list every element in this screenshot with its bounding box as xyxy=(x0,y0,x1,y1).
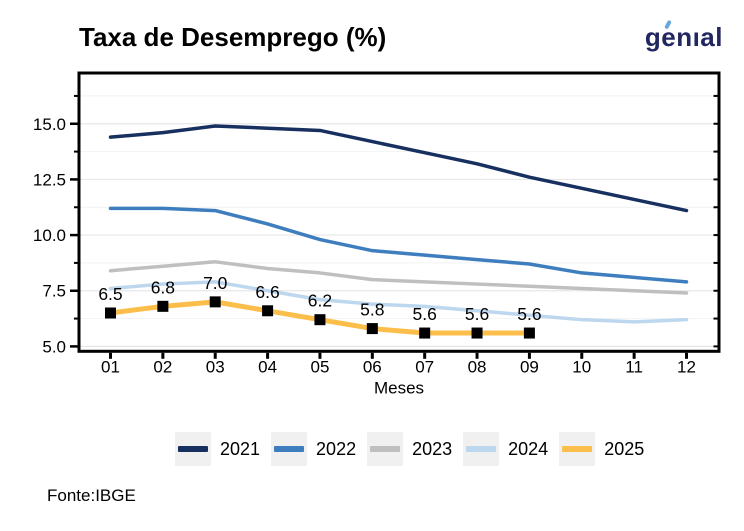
x-axis-label: 04 xyxy=(258,357,277,376)
legend-label: 2024 xyxy=(508,439,549,459)
series-line-2022 xyxy=(108,206,689,284)
x-axis-label: 08 xyxy=(468,357,487,376)
x-axis-label: 06 xyxy=(363,357,382,376)
x-axis-label: 03 xyxy=(206,357,225,376)
plot-frame xyxy=(77,71,721,353)
data-point-marker-2025 xyxy=(366,323,378,335)
y-axis-label: 12.5 xyxy=(33,170,66,189)
legend-swatch-line xyxy=(562,446,593,452)
data-point-label-2025: 5.6 xyxy=(465,304,489,324)
data-point-label-2025: 6.2 xyxy=(308,291,332,311)
x-axis-label: 05 xyxy=(310,357,329,376)
data-point-marker-2025 xyxy=(471,327,483,339)
legend-item-2023: 2023 xyxy=(367,432,452,466)
x-axis-label: 09 xyxy=(520,357,539,376)
source-note: Fonte:IBGE xyxy=(47,486,136,505)
chart-title: Taxa de Desemprego (%) xyxy=(79,22,387,52)
legend-item-2025: 2025 xyxy=(559,432,644,466)
legend-swatch-box xyxy=(175,432,211,466)
legend-swatch-box xyxy=(559,432,596,466)
data-point-label-2025: 7.0 xyxy=(203,273,228,293)
legend-item-2024: 2024 xyxy=(463,432,548,466)
data-point-marker-2025 xyxy=(105,307,116,319)
y-axis-label: 10.0 xyxy=(33,226,66,245)
legend-swatch-box xyxy=(271,432,308,466)
data-point-marker-2025 xyxy=(157,300,169,312)
logo-text: genıal xyxy=(644,22,723,52)
legend-swatch-line xyxy=(178,446,208,452)
legend-label: 2021 xyxy=(220,439,261,459)
x-axis-title: Meses xyxy=(374,378,424,397)
data-point-label-2025: 6.5 xyxy=(98,284,122,304)
legend-item-2021: 2021 xyxy=(175,432,260,466)
legend-swatch-line xyxy=(466,446,497,452)
data-point-label-2025: 6.8 xyxy=(151,277,175,297)
legend-label: 2022 xyxy=(316,439,357,459)
data-point-label-2025: 5.6 xyxy=(413,304,437,324)
data-point-marker-2025 xyxy=(523,327,535,339)
legend-swatch-box xyxy=(463,432,500,466)
x-axis-label: 02 xyxy=(153,357,172,376)
x-axis-label: 01 xyxy=(101,357,120,376)
data-point-label-2025: 5.6 xyxy=(517,304,541,324)
series-line-2021 xyxy=(108,124,689,213)
legend-swatch-box xyxy=(367,432,404,466)
series-line-2024 xyxy=(108,280,689,324)
data-point-marker-2025 xyxy=(262,305,274,317)
data-point-label-2025: 6.6 xyxy=(255,282,279,302)
data-point-marker-2025 xyxy=(209,296,221,308)
genial-logo: genıal xyxy=(644,19,723,53)
x-axis-label: 11 xyxy=(625,357,643,376)
legend-swatch-line xyxy=(370,446,401,452)
data-point-marker-2025 xyxy=(419,327,431,339)
legend-swatch-line xyxy=(274,446,305,452)
y-axis-label: 15.0 xyxy=(33,115,66,134)
legend-label: 2025 xyxy=(604,439,645,459)
data-point-label-2025: 5.8 xyxy=(360,300,384,320)
legend-label: 2023 xyxy=(412,439,453,459)
x-axis-label: 12 xyxy=(677,357,696,376)
legend-item-2022: 2022 xyxy=(271,432,356,466)
y-axis-label: 7.5 xyxy=(42,282,66,301)
x-axis-label: 10 xyxy=(572,357,591,376)
chart-legend: 2021 2022 2023 2024 2025 xyxy=(175,432,655,466)
y-axis-label: 5.0 xyxy=(42,337,66,356)
data-point-marker-2025 xyxy=(314,314,326,326)
series-line-2023 xyxy=(108,260,689,295)
x-axis-label: 07 xyxy=(415,357,434,376)
